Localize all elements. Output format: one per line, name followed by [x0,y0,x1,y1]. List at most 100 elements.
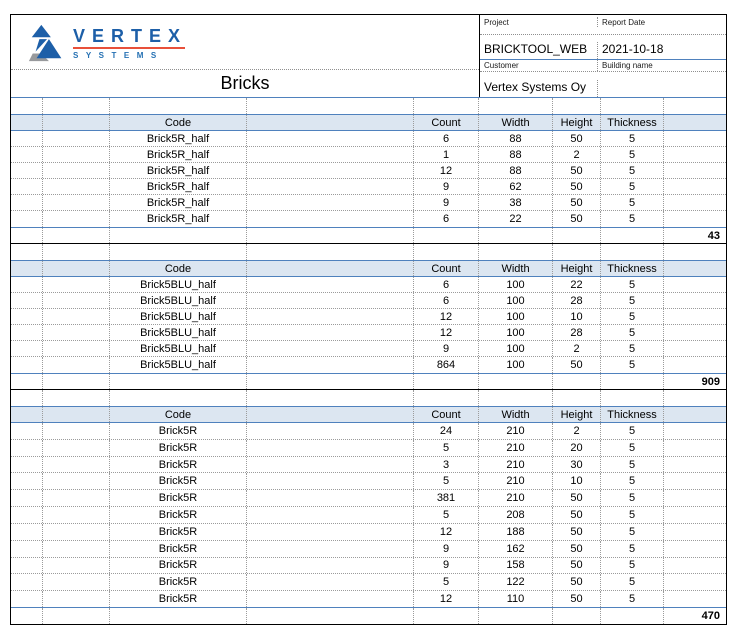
gap-cell [247,195,414,210]
table-row: Brick5R3210305 [11,457,726,474]
gap-cell [247,163,414,178]
logo-subtitle-text: SYSTEMS [73,51,187,60]
height-cell: 50 [553,524,601,540]
height-cell: 50 [553,179,601,194]
lead-cell [11,357,43,373]
thickness-cell: 5 [601,507,664,523]
table-total-value: 909 [664,374,726,389]
end-cell [664,524,726,540]
column-header-thickness: Thickness [601,115,664,130]
column-header-width: Width [479,115,553,130]
lead-cell [11,574,43,590]
height-cell: 28 [553,293,601,308]
column-header-width: Width [479,261,553,276]
count-cell: 6 [414,277,479,292]
meta-values-row-1: BRICKTOOL_WEB 2021-10-18 [480,35,726,60]
grid-cell [664,244,726,260]
spacer-grid-row [11,390,726,406]
height-cell: 28 [553,325,601,340]
code-cell: Brick5R_half [110,211,247,227]
width-cell: 100 [479,341,553,356]
thickness-cell: 5 [601,325,664,340]
meta-values-row-2: Vertex Systems Oy [480,72,726,97]
table-row: Brick5BLU_half6100225 [11,277,726,293]
count-cell: 9 [414,541,479,557]
thickness-cell: 5 [601,357,664,373]
grid-cell [664,390,726,406]
height-cell: 22 [553,277,601,292]
gap-cell [247,277,414,292]
count-cell: 5 [414,507,479,523]
total-empty-cell [601,608,664,624]
width-cell: 210 [479,473,553,489]
gap-cell [247,211,414,227]
report-header-left: VERTEX SYSTEMS Bricks [11,15,480,97]
total-empty-cell [553,374,601,389]
lead-cell [11,211,43,227]
lead-cell [11,131,43,146]
code-cell: Brick5R_half [110,163,247,178]
width-cell: 210 [479,457,553,473]
project-label: Project [480,17,598,27]
table-row: Brick5BLU_half12100105 [11,309,726,325]
customer-label: Customer [480,60,598,71]
thickness-cell: 5 [601,211,664,227]
count-cell: 6 [414,211,479,227]
lead-cell [43,325,110,340]
width-cell: 100 [479,277,553,292]
grid-cell [110,390,247,406]
table-total-value: 470 [664,608,726,624]
grid-cell [664,98,726,114]
end-cell [664,341,726,356]
spacer-grid-row [11,244,726,260]
column-header-height: Height [553,407,601,422]
grid-cell [414,244,479,260]
end-cell [664,440,726,456]
end-cell [664,211,726,227]
width-cell: 88 [479,131,553,146]
grid-cell [601,390,664,406]
count-cell: 1 [414,147,479,162]
brick-table-3: CodeCountWidthHeightThicknessBrick5R2421… [11,406,726,624]
end-cell [664,357,726,373]
lead-cell [43,131,110,146]
lead-cell [43,163,110,178]
end-cell [664,195,726,210]
count-cell: 5 [414,440,479,456]
brick-table-1: CodeCountWidthHeightThicknessBrick5R_hal… [11,114,726,244]
thickness-cell: 5 [601,490,664,506]
width-cell: 122 [479,574,553,590]
code-cell: Brick5R [110,457,247,473]
column-header-empty [664,115,726,130]
end-cell [664,325,726,340]
table-header-row: CodeCountWidthHeightThickness [11,406,726,423]
vertex-logo-icon [27,22,69,64]
lead-cell [43,591,110,607]
lead-cell [11,541,43,557]
width-cell: 162 [479,541,553,557]
height-cell: 50 [553,574,601,590]
height-cell: 50 [553,507,601,523]
total-empty-cell [479,228,553,243]
total-empty-cell [11,608,43,624]
end-cell [664,541,726,557]
width-cell: 188 [479,524,553,540]
gap-cell [247,558,414,574]
grid-cell [247,244,414,260]
lead-cell [11,440,43,456]
table-total-row: 909 [11,373,726,390]
total-empty-cell [43,608,110,624]
table-row: Brick5R_half938505 [11,195,726,211]
code-cell: Brick5R [110,574,247,590]
lead-cell [43,524,110,540]
code-cell: Brick5BLU_half [110,309,247,324]
table-body: Brick5R_half688505Brick5R_half18825Brick… [11,131,726,227]
thickness-cell: 5 [601,558,664,574]
lead-cell [43,440,110,456]
gap-cell [247,574,414,590]
gap-cell [247,309,414,324]
end-cell [664,473,726,489]
code-cell: Brick5BLU_half [110,325,247,340]
gap-cell [247,457,414,473]
total-empty-cell [11,374,43,389]
